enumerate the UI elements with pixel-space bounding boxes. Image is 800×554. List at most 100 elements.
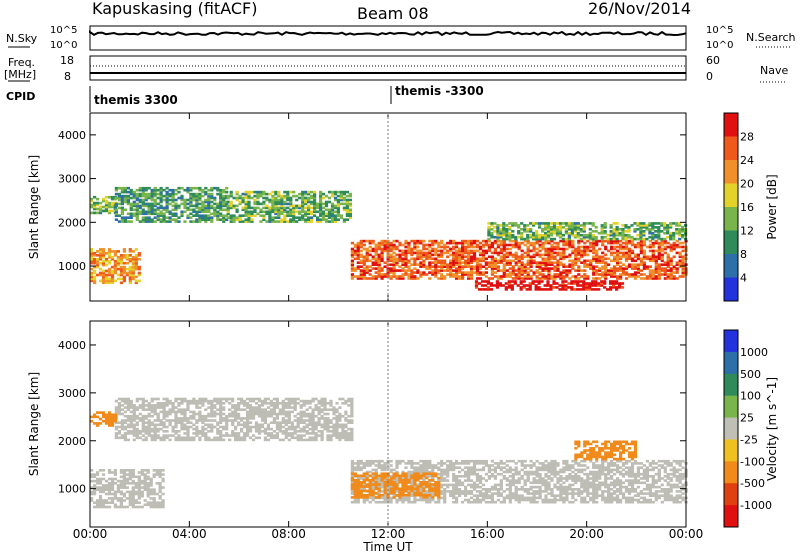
echo-cell <box>232 206 236 210</box>
echo-cell <box>237 432 241 435</box>
echo-cell <box>371 462 375 465</box>
echo-cell <box>440 483 444 487</box>
echo-cell <box>621 224 625 227</box>
echo-cell <box>114 218 118 221</box>
echo-cell <box>538 243 542 247</box>
echo-cell <box>207 436 211 440</box>
echo-cell <box>292 210 296 214</box>
echo-cell <box>446 267 450 270</box>
echo-cell <box>131 486 135 489</box>
echo-cell <box>254 425 259 429</box>
echo-cell <box>272 397 276 401</box>
echo-cell <box>195 204 199 208</box>
echo-cell <box>132 190 136 194</box>
echo-cell <box>244 208 248 212</box>
echo-cell <box>368 496 372 500</box>
echo-cell <box>567 233 571 237</box>
echo-cell <box>606 288 610 291</box>
echo-cell <box>101 281 106 285</box>
echo-cell <box>547 275 551 278</box>
echo-cell <box>313 202 317 206</box>
echo-cell <box>389 255 393 259</box>
echo-cell <box>547 247 551 251</box>
echo-cell <box>268 214 272 217</box>
echo-cell <box>398 277 402 280</box>
echo-cell <box>508 235 512 239</box>
echo-cell <box>107 279 112 283</box>
echo-cell <box>407 249 411 253</box>
echo-cell <box>129 212 133 216</box>
echo-cell <box>117 192 121 196</box>
echo-cell <box>307 196 311 200</box>
echo-cell <box>289 196 293 200</box>
echo-cell <box>681 249 685 253</box>
echo-cell <box>144 432 148 435</box>
echo-cell <box>449 261 453 264</box>
echo-cell <box>452 259 456 263</box>
echo-cell <box>314 414 318 418</box>
echo-cell <box>365 257 369 261</box>
echo-cell <box>128 257 132 261</box>
echo-cell <box>278 423 282 427</box>
echo-cell <box>110 499 115 502</box>
echo-cell <box>110 256 115 259</box>
echo-cell <box>126 414 130 418</box>
echo-cell <box>541 235 545 239</box>
echo-cell <box>348 194 352 198</box>
echo-cell <box>93 205 97 209</box>
echo-cell <box>183 200 187 204</box>
echo-cell <box>395 470 399 474</box>
echo-cell <box>123 216 127 219</box>
echo-cell <box>135 417 139 420</box>
echo-cell <box>278 425 282 429</box>
echo-cell <box>259 208 263 212</box>
echo-cell <box>219 406 223 409</box>
echo-cell <box>313 194 317 198</box>
echo-cell <box>347 434 351 437</box>
echo-cell <box>192 438 196 442</box>
echo-cell <box>266 402 270 405</box>
echo-cell <box>110 203 115 207</box>
echo-cell <box>135 210 139 214</box>
echo-cell <box>159 218 163 221</box>
echo-cell <box>126 212 130 216</box>
echo-cell <box>383 249 387 253</box>
echo-cell <box>422 466 426 469</box>
echo-cell <box>144 414 148 418</box>
echo-cell <box>274 212 278 216</box>
echo-cell <box>404 265 408 268</box>
echo-cell <box>633 243 638 247</box>
echo-cell <box>642 226 646 229</box>
echo-cell <box>266 423 270 427</box>
echo-cell <box>663 267 667 270</box>
echo-cell <box>347 404 351 407</box>
echo-cell <box>189 417 193 420</box>
echo-cell <box>158 482 162 485</box>
echo-cell <box>434 249 438 253</box>
echo-cell <box>272 408 276 411</box>
echo-cell <box>562 249 566 253</box>
echo-cell <box>268 212 272 216</box>
echo-cell <box>336 218 340 221</box>
echo-cell <box>440 468 444 472</box>
echo-cell <box>277 200 281 204</box>
echo-cell <box>383 466 387 469</box>
echo-cell <box>162 404 166 407</box>
echo-cell <box>362 500 366 504</box>
echo-cell <box>353 500 357 504</box>
echo-cell <box>401 269 405 272</box>
echo-cell <box>147 421 151 424</box>
echo-cell <box>609 282 613 285</box>
echo-cell <box>116 499 120 502</box>
echo-cell <box>502 255 506 259</box>
echo-cell <box>407 259 411 263</box>
echo-cell <box>374 261 378 264</box>
echo-cell <box>425 475 429 478</box>
echo-cell <box>478 271 483 274</box>
echo-cell <box>416 241 420 245</box>
echo-cell <box>514 251 518 255</box>
echo-cell <box>362 261 366 264</box>
echo-cell <box>502 269 506 272</box>
echo-cell <box>275 436 279 440</box>
echo-cell <box>499 247 503 251</box>
